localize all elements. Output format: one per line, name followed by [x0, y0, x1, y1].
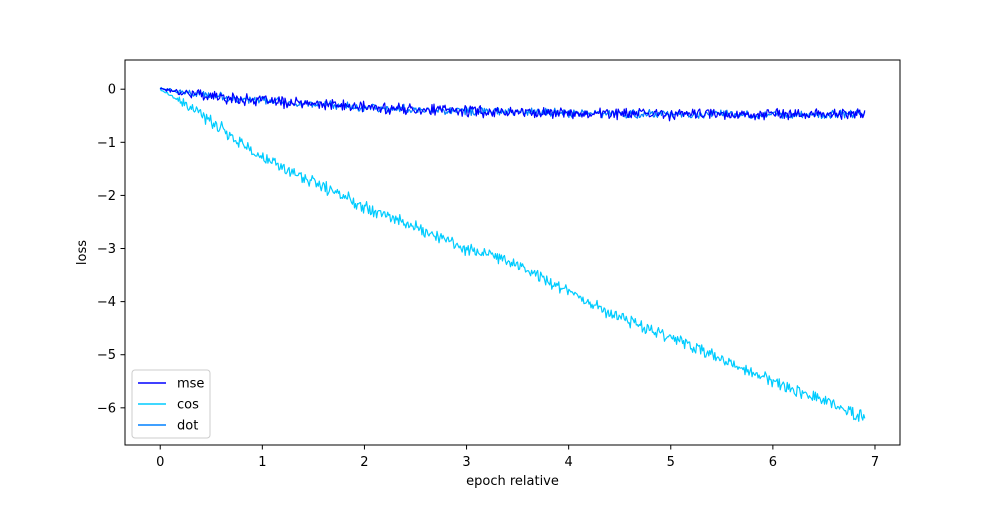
y-axis: 0 −1 −2 −3 −4 −5 −6 [97, 83, 125, 416]
x-tick-label: 6 [769, 455, 777, 470]
x-tick-label: 2 [360, 455, 368, 470]
y-tick-label: −1 [97, 136, 116, 151]
legend-label-dot: dot [177, 419, 198, 434]
y-tick-label: −2 [97, 189, 116, 204]
y-tick-label: 0 [108, 83, 116, 98]
y-axis-label: loss [75, 240, 90, 265]
legend-box [131, 369, 211, 439]
x-tick-label: 4 [565, 455, 573, 470]
legend-label-cos: cos [177, 398, 199, 413]
plot-frame [124, 59, 901, 446]
series-layer [159, 86, 866, 422]
y-tick-label: −4 [97, 295, 116, 310]
x-tick-label: 5 [667, 455, 675, 470]
y-tick-label: −6 [97, 401, 116, 416]
series-line-cos [159, 88, 866, 422]
x-tick-label: 7 [871, 455, 879, 470]
series-line-mse [159, 87, 866, 122]
x-axis: 0 1 2 3 4 5 6 7 [156, 445, 879, 470]
x-tick-label: 1 [258, 455, 266, 470]
legend: mse cos dot [131, 369, 211, 439]
x-tick-label: 3 [462, 455, 470, 470]
x-tick-label: 0 [156, 455, 164, 470]
x-axis-label: epoch relative [466, 474, 559, 489]
y-tick-label: −3 [97, 242, 116, 257]
y-tick-label: −5 [97, 348, 116, 363]
legend-label-mse: mse [177, 377, 204, 392]
